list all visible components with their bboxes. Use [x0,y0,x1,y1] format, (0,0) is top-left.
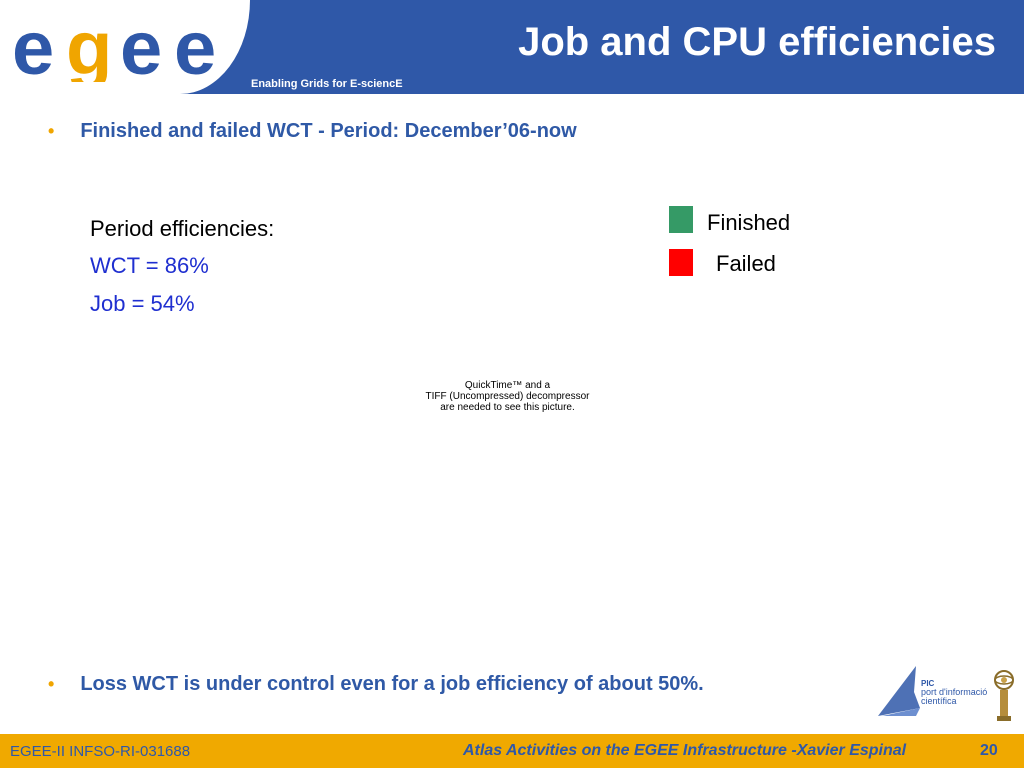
pic-logo-text: PIC port d'informació científica [921,679,987,706]
bullet-text: Loss WCT is under control even for a job… [80,673,704,695]
pic-logo-name: PIC [921,679,935,688]
placeholder-line: are needed to see this picture. [440,402,575,413]
image-placeholder: QuickTime™ and a TIFF (Uncompressed) dec… [380,380,635,413]
bullet-item: • Loss WCT is under control even for a jo… [48,673,704,696]
pic-logo-icon [878,666,1014,721]
pic-logo-line: port d'informació [921,687,988,697]
bullet-dot-icon: • [48,674,55,694]
placeholder-line: TIFF (Uncompressed) decompressor [425,391,590,402]
page-number: 20 [980,742,998,759]
svg-text:e: e [120,12,160,82]
bullet-text: Finished and failed WCT - Period: Decemb… [80,120,577,142]
legend-swatch-finished [669,206,693,233]
placeholder-line: QuickTime™ and a [464,380,551,391]
svg-text:e: e [174,12,214,82]
pic-logo-line: científica [921,696,957,706]
footer-project-code: EGEE-II INFSO-RI-031688 [10,743,191,760]
slide-title: Job and CPU efficiencies [518,20,996,64]
slide-footer: EGEE-II INFSO-RI-031688 Atlas Activities… [0,734,1024,768]
slide-header: e g e e Enabling Grids for E-sciencE Job… [0,0,1024,94]
efficiency-heading: Period efficiencies: [90,216,275,241]
svg-text:e: e [12,12,52,82]
tagline: Enabling Grids for E-sciencE [251,78,403,90]
egee-logo-icon: e g e e [12,12,218,82]
legend-label-finished: Finished [707,210,791,235]
job-efficiency: Job = 54% [90,291,195,316]
bullet-dot-icon: • [48,121,55,141]
logo-background: e g e e [0,0,250,94]
legend-label-failed: Failed [716,251,776,276]
footer-presentation-title: Atlas Activities on the EGEE Infrastruct… [463,742,907,759]
wct-efficiency: WCT = 86% [90,253,209,278]
svg-text:g: g [66,12,108,82]
legend-swatch-failed [669,249,693,276]
bullet-item: • Finished and failed WCT - Period: Decem… [48,120,577,143]
